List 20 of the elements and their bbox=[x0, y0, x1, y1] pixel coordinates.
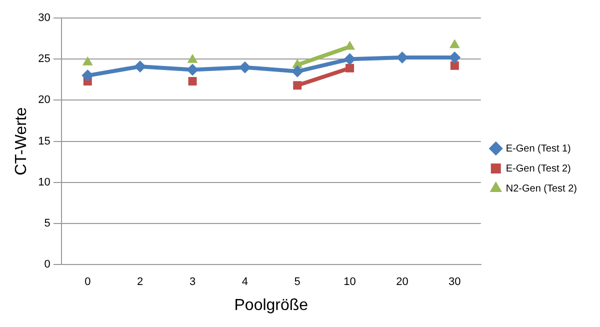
x-tick-label: 0 bbox=[84, 276, 91, 288]
legend-label: E-Gen (Test 1) bbox=[506, 143, 571, 154]
x-axis-title: Poolgröße bbox=[234, 296, 308, 314]
y-tick-label: 25 bbox=[38, 53, 50, 66]
x-tick-label: 30 bbox=[448, 276, 461, 288]
legend-label: E-Gen (Test 2) bbox=[506, 163, 571, 174]
x-tick-label: 5 bbox=[294, 276, 300, 288]
y-tick-label: 10 bbox=[38, 176, 50, 188]
y-tick-label: 0 bbox=[44, 258, 50, 271]
y-tick-label: 5 bbox=[44, 218, 50, 230]
y-axis-title: CT-Werte bbox=[13, 107, 30, 176]
legend-label: N2-Gen (Test 2) bbox=[506, 183, 578, 194]
x-tick-label: 10 bbox=[344, 276, 356, 288]
x-tick-label: 4 bbox=[242, 276, 248, 288]
x-tick-label: 3 bbox=[189, 276, 196, 288]
y-tick-label: 15 bbox=[38, 135, 50, 148]
y-tick-label: 20 bbox=[38, 94, 50, 106]
x-tick-label: 20 bbox=[396, 276, 408, 288]
x-tick-label: 2 bbox=[137, 276, 144, 288]
y-tick-label: 30 bbox=[38, 12, 50, 24]
